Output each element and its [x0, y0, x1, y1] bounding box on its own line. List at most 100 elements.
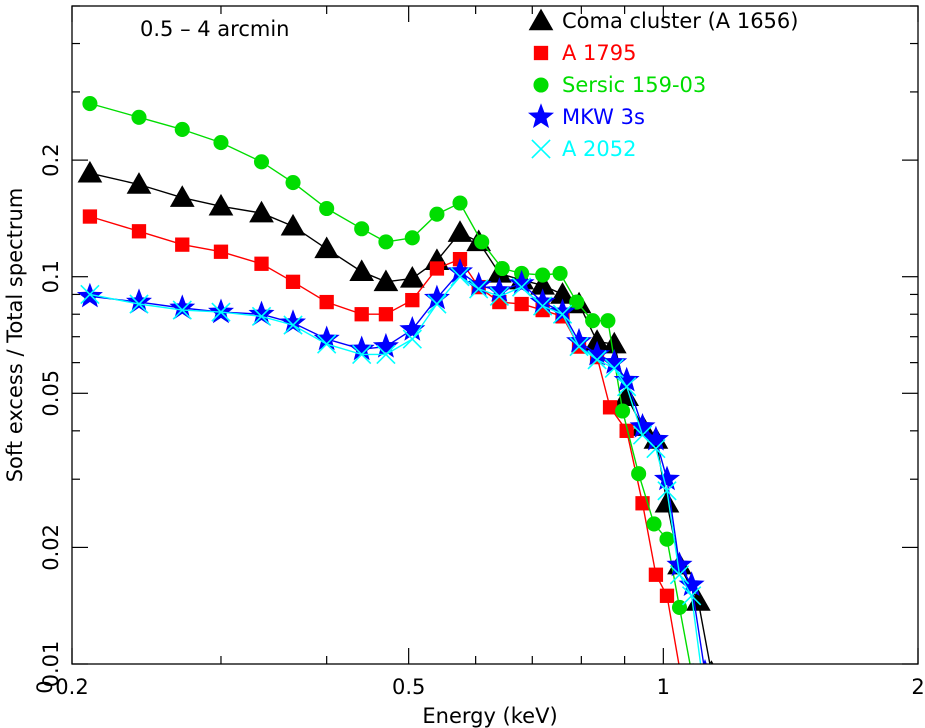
data-point [684, 665, 699, 680]
data-point [248, 300, 275, 326]
data-point [659, 531, 675, 547]
series-4 [80, 267, 712, 664]
data-point [566, 327, 592, 353]
data-point [657, 481, 677, 501]
x-tick-label: 1 [657, 675, 670, 699]
data-point [692, 662, 712, 664]
data-point [404, 230, 420, 246]
data-point [399, 316, 426, 341]
data-point [254, 256, 269, 271]
data-point [82, 209, 98, 224]
data-point [402, 329, 422, 349]
data-point [659, 588, 675, 603]
data-point [376, 344, 396, 365]
data-point [283, 315, 303, 335]
legend-label: A 1795 [562, 41, 636, 65]
data-point [709, 660, 714, 664]
data-point [169, 294, 196, 320]
data-point [528, 103, 554, 128]
x-tick-label: 2 [911, 675, 924, 699]
data-point [378, 307, 394, 322]
data-point [654, 465, 680, 491]
data-point [615, 403, 631, 419]
data-point [169, 185, 195, 207]
data-point [642, 425, 669, 451]
data-point [77, 160, 103, 183]
data-point [131, 109, 147, 125]
data-point [613, 366, 640, 392]
axes-layer: 0.2 0.5 1 2 0.01 0.02 0.05 0.1 0.2 [39, 5, 925, 699]
legend-item-3: MKW 3s [528, 103, 645, 129]
origin-label: 0 [33, 680, 57, 693]
data-point [126, 172, 152, 194]
legend-item-4: A 2052 [531, 137, 636, 161]
data-point [131, 224, 147, 239]
data-point [429, 206, 445, 222]
legend-label: Coma cluster (A 1656) [562, 9, 798, 33]
data-point [317, 334, 337, 354]
data-point [447, 258, 473, 283]
data-point [213, 135, 229, 151]
data-point [80, 284, 100, 305]
data-point [514, 296, 529, 312]
data-point [319, 200, 335, 217]
data-point [703, 659, 707, 664]
data-point [646, 438, 666, 459]
data-point [681, 586, 702, 606]
data-point [530, 272, 555, 295]
series-2 [82, 95, 699, 680]
data-point [208, 298, 234, 324]
data-point [172, 300, 192, 320]
data-point [280, 309, 306, 334]
data-point [532, 296, 553, 316]
data-point [427, 294, 447, 314]
data-point [584, 329, 610, 351]
data-point [533, 77, 549, 93]
data-point [674, 671, 688, 685]
data-point [654, 490, 680, 513]
data-point [175, 237, 190, 252]
data-point [602, 400, 618, 415]
data-point [213, 244, 229, 259]
data-point [285, 274, 301, 289]
data-point [313, 325, 340, 351]
data-point [585, 313, 601, 329]
plot-frame [71, 5, 919, 665]
region-annotation: 0.5 – 4 arcmin [140, 17, 289, 41]
data-point [619, 423, 634, 438]
data-point [552, 265, 568, 281]
data-point [584, 340, 611, 366]
data-point [249, 200, 274, 223]
data-point [285, 175, 301, 191]
data-point [372, 332, 399, 358]
data-point [474, 234, 490, 250]
data-point [469, 279, 489, 299]
data-point [208, 193, 234, 216]
x-axis-label: Energy (keV) [422, 704, 557, 728]
series-line [89, 102, 691, 664]
data-point [569, 294, 585, 310]
data-point [349, 259, 375, 281]
data-point [587, 350, 607, 370]
data-point [646, 516, 662, 532]
data-point [486, 277, 513, 302]
data-point [629, 413, 656, 438]
data-point [348, 335, 375, 361]
legend: Coma cluster (A 1656) A 1795 Sersic 159-03… [528, 8, 798, 161]
series-line [89, 270, 705, 664]
data-point [600, 313, 616, 329]
data-point [528, 8, 554, 31]
x-tick-label: 0.2 [55, 675, 88, 699]
data-point [552, 304, 573, 324]
data-point [489, 286, 510, 306]
data-point [450, 267, 470, 287]
y-tick-label: 0.01 [39, 641, 63, 688]
data-point [631, 466, 647, 482]
data-point [253, 154, 270, 170]
x-tick-label: 0.5 [392, 675, 425, 699]
data-point [494, 260, 510, 277]
y-tick-label: 0.05 [39, 370, 63, 417]
data-point [531, 139, 551, 159]
data-point [378, 234, 394, 250]
